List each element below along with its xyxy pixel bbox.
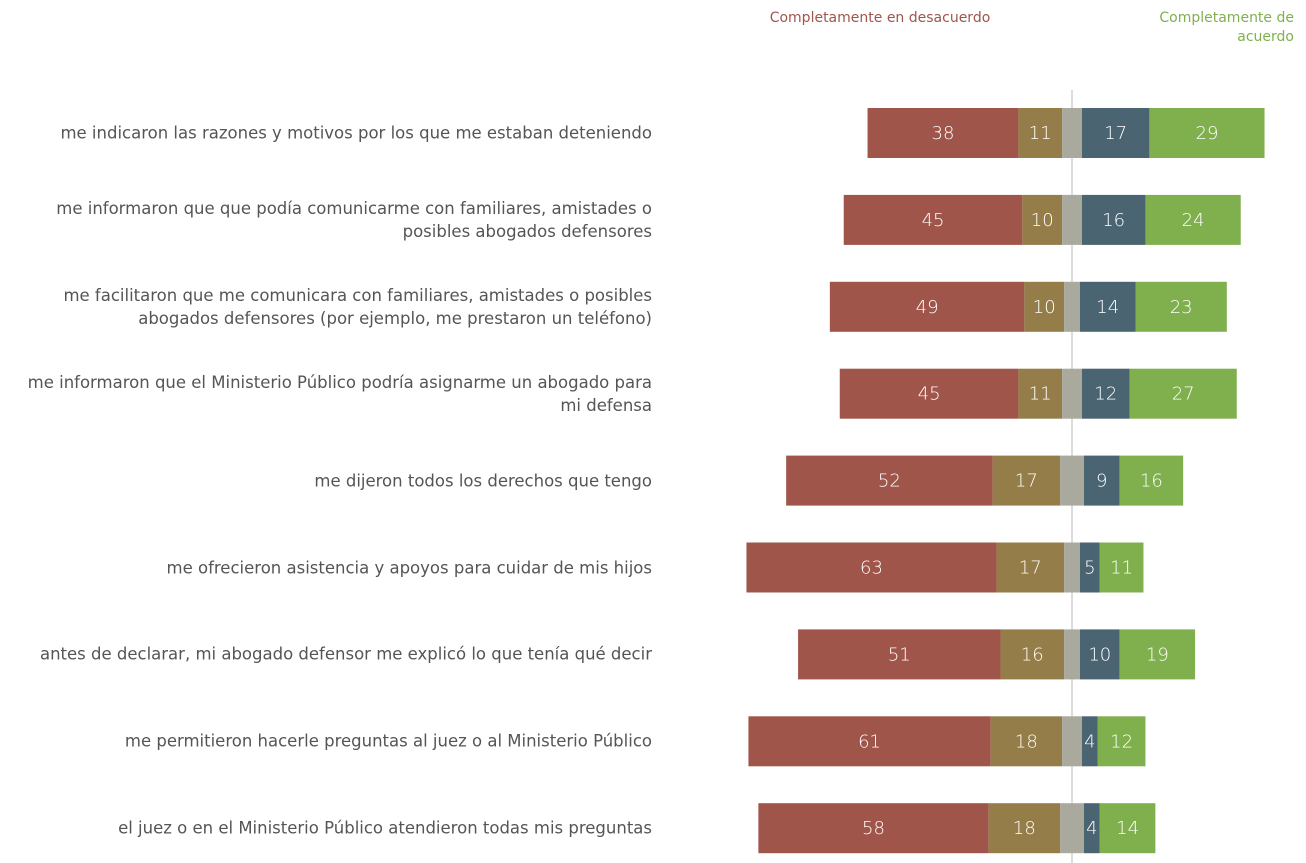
bar-segment [990, 716, 1063, 767]
bar-segment [1081, 108, 1150, 158]
category-label: me indicaron las razones y motivos por l… [60, 123, 652, 143]
bar-segment [748, 716, 991, 767]
value-label: 4 [1084, 731, 1095, 752]
bar-segment [988, 803, 1061, 854]
bar-segment [1062, 108, 1082, 158]
value-label: 23 [1170, 297, 1193, 318]
bar-segment [1062, 194, 1082, 245]
value-label: 19 [1146, 644, 1169, 665]
bar-segment [1062, 368, 1082, 419]
value-label: 29 [1196, 123, 1219, 144]
bar-segment [1000, 629, 1065, 680]
bar-segment [1018, 368, 1063, 419]
value-label: 5 [1084, 558, 1095, 579]
value-label: 9 [1096, 471, 1107, 492]
category-label: me dijeron todos los derechos que tengo [314, 471, 652, 491]
value-label: 4 [1086, 818, 1097, 839]
bar-segment [1083, 455, 1120, 506]
value-label: 10 [1088, 644, 1111, 665]
category-label: me ofrecieron asistencia y apoyos para c… [166, 558, 652, 577]
value-label: 16 [1102, 210, 1125, 231]
legend-right: Completamente de acuerdo [1159, 10, 1294, 45]
legend-left: Completamente en desacuerdo [769, 10, 991, 26]
bar-segment [867, 108, 1019, 158]
bar-segment [1024, 281, 1065, 332]
value-label: 12 [1094, 384, 1117, 405]
bar-segment [992, 455, 1061, 506]
category-label: el juez o en el Ministerio Público atend… [118, 818, 652, 838]
bar-segment [746, 542, 997, 593]
category-label: me informaron que que podía comunicarme … [56, 198, 652, 241]
bar-segment [1119, 455, 1184, 506]
bar-segment [1081, 716, 1098, 767]
bar-segment [1079, 281, 1136, 332]
bar-segment [1135, 281, 1227, 332]
value-label: 14 [1116, 818, 1139, 839]
value-label: 51 [888, 644, 911, 665]
value-label: 18 [1013, 818, 1036, 839]
bar-segment [786, 455, 993, 506]
value-label: 45 [922, 210, 945, 231]
bar-segment [839, 368, 1019, 419]
bar-segment [1129, 368, 1237, 419]
bar-segment [996, 542, 1065, 593]
value-label: 27 [1172, 384, 1195, 405]
bar-segment [1018, 108, 1063, 158]
value-label: 52 [878, 471, 901, 492]
bar-segment [1064, 629, 1080, 680]
value-label: 12 [1110, 731, 1133, 752]
value-label: 45 [918, 384, 941, 405]
category-label: me facilitaron que me comunicara con fam… [63, 285, 652, 328]
value-label: 10 [1031, 210, 1054, 231]
bar-segment [1079, 629, 1120, 680]
bar-segment [1149, 108, 1265, 158]
value-label: 16 [1021, 644, 1044, 665]
bar-segment [843, 194, 1023, 245]
bar-segment [1145, 194, 1241, 245]
bar-segment [829, 281, 1025, 332]
bar-segment [1022, 194, 1063, 245]
bar-segment [1081, 194, 1146, 245]
value-label: 10 [1033, 297, 1056, 318]
bar-segment [1062, 716, 1082, 767]
bar-segment [1060, 455, 1084, 506]
value-label: 17 [1019, 558, 1042, 579]
value-label: 18 [1015, 731, 1038, 752]
value-label: 24 [1182, 210, 1205, 231]
bar-segment [1097, 716, 1146, 767]
value-label: 14 [1096, 297, 1119, 318]
bar-segment [1064, 542, 1080, 593]
value-label: 11 [1029, 123, 1052, 144]
bar-segment [1119, 629, 1196, 680]
value-label: 16 [1140, 471, 1163, 492]
value-label: 11 [1029, 384, 1052, 405]
value-label: 38 [932, 123, 955, 144]
value-label: 63 [860, 558, 883, 579]
value-label: 49 [916, 297, 939, 318]
category-label: antes de declarar, mi abogado defensor m… [39, 644, 652, 664]
bar-segment [1099, 803, 1156, 854]
bar-segment [1079, 542, 1100, 593]
value-label: 61 [858, 731, 881, 752]
bar-segment [1083, 803, 1100, 854]
bar-segment [758, 803, 989, 854]
value-label: 11 [1110, 558, 1133, 579]
category-label: me permitieron hacerle preguntas al juez… [124, 731, 652, 751]
bar-segment [1081, 368, 1130, 419]
value-label: 17 [1104, 123, 1127, 144]
bar-segment [798, 629, 1001, 680]
category-label: me informaron que el Ministerio Público … [27, 372, 652, 415]
value-label: 58 [862, 818, 885, 839]
bar-segment [1064, 281, 1080, 332]
bar-segment [1060, 803, 1084, 854]
value-label: 17 [1015, 471, 1038, 492]
bar-segment [1099, 542, 1144, 593]
